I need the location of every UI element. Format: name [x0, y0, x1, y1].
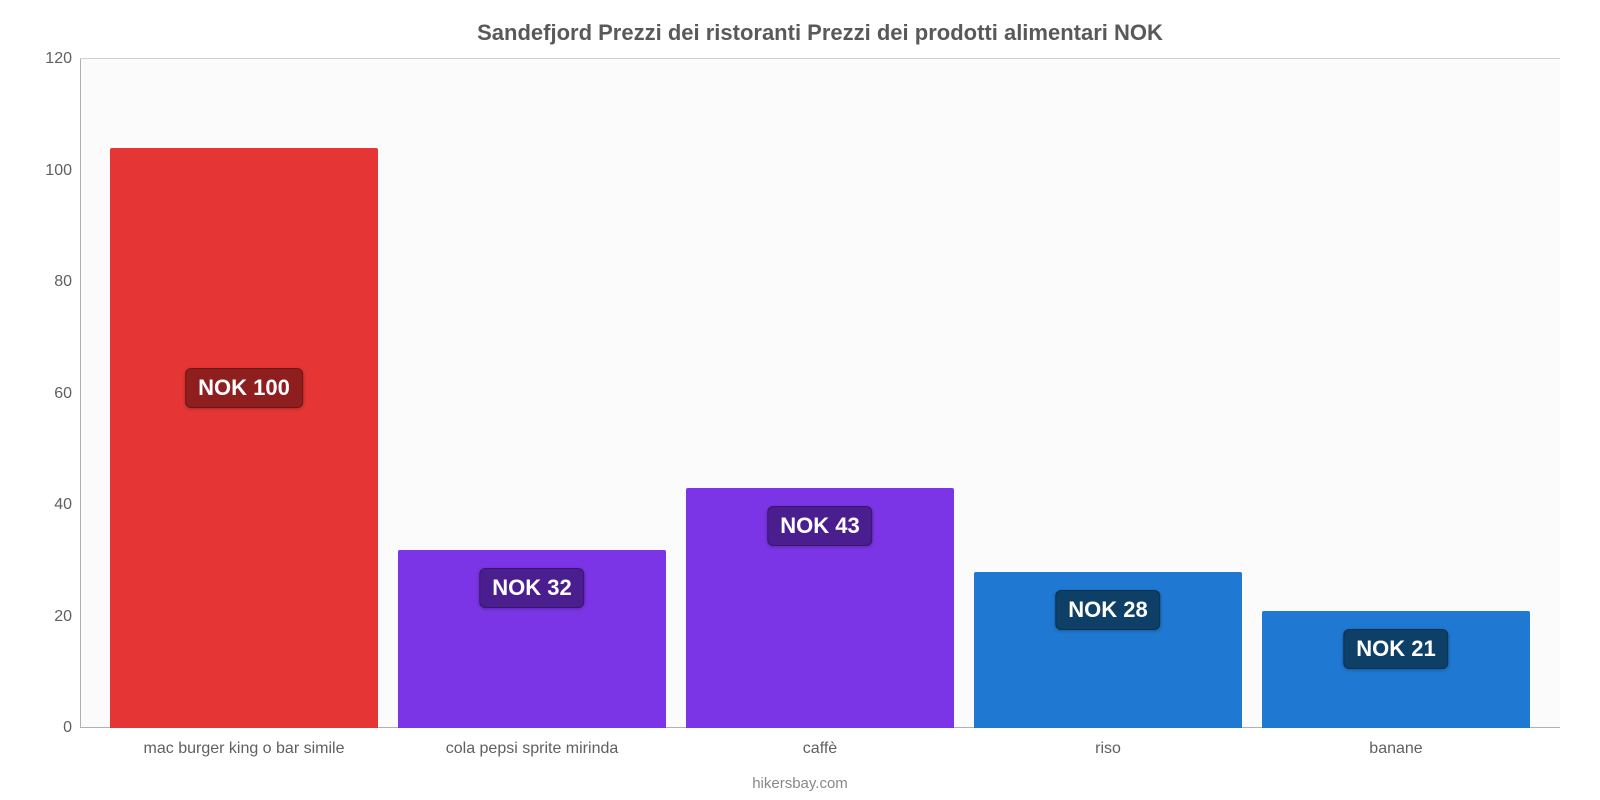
y-axis: 020406080100120 [30, 59, 80, 728]
y-tick: 20 [54, 608, 72, 626]
x-axis-label: caffè [676, 740, 964, 758]
value-badge: NOK 100 [185, 368, 303, 408]
x-axis-label: cola pepsi sprite mirinda [388, 740, 676, 758]
bars-group: NOK 100 NOK 32 NOK 43 NOK 28 NOK 21 [80, 59, 1560, 728]
chart-title: Sandefjord Prezzi dei ristoranti Prezzi … [80, 20, 1560, 46]
bar-slot: NOK 28 [964, 59, 1252, 728]
plot-area: 020406080100120 NOK 100NOK 32NOK 43NOK 2… [80, 58, 1560, 728]
bar-slot: NOK 100 [100, 59, 388, 728]
y-tick: 40 [54, 496, 72, 514]
bar: NOK 43 [686, 488, 954, 728]
source-attribution: hikersbay.com [0, 775, 1600, 792]
y-tick: 0 [63, 719, 72, 737]
bar: NOK 28 [974, 572, 1242, 728]
price-bar-chart: Sandefjord Prezzi dei ristoranti Prezzi … [0, 0, 1600, 800]
value-badge: NOK 43 [767, 506, 872, 546]
y-tick: 100 [45, 162, 72, 180]
y-tick: 80 [54, 273, 72, 291]
bar: NOK 32 [398, 550, 666, 728]
y-tick: 120 [45, 50, 72, 68]
bar-slot: NOK 43 [676, 59, 964, 728]
x-axis-labels: mac burger king o bar similecola pepsi s… [80, 740, 1560, 758]
x-axis-label: banane [1252, 740, 1540, 758]
value-badge: NOK 28 [1055, 590, 1160, 630]
y-tick: 60 [54, 385, 72, 403]
value-badge: NOK 32 [479, 568, 584, 608]
bar: NOK 100 [110, 148, 378, 728]
bar: NOK 21 [1262, 611, 1530, 728]
x-axis-label: mac burger king o bar simile [100, 740, 388, 758]
value-badge: NOK 21 [1343, 629, 1448, 669]
bar-slot: NOK 32 [388, 59, 676, 728]
x-axis-label: riso [964, 740, 1252, 758]
bar-slot: NOK 21 [1252, 59, 1540, 728]
